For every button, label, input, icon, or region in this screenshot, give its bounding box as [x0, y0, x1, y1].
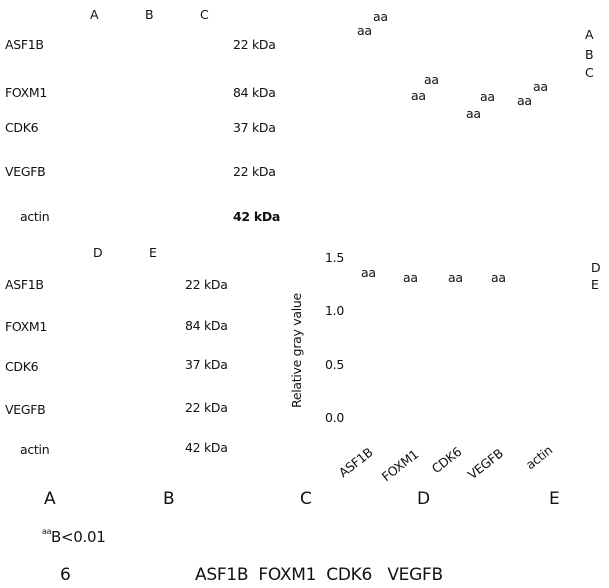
sig-mark: aa — [517, 95, 532, 108]
figure-number: 6 — [60, 567, 71, 584]
x-tick-label: FOXM1 — [380, 448, 421, 484]
sig-mark: aa — [42, 528, 51, 536]
row-label: CDK6 — [5, 361, 38, 374]
y-tick-label: 0.5 — [325, 359, 344, 372]
sig-mark: aa — [448, 272, 463, 285]
row-label: ASF1B — [5, 39, 44, 52]
sig-mark: aa — [411, 90, 426, 103]
legend-label: C — [585, 67, 593, 80]
sig-mark: aa — [491, 272, 506, 285]
size-label: 22 kDa — [233, 166, 276, 179]
caption-group: D — [417, 491, 430, 508]
row-label: VEGFB — [5, 166, 45, 179]
legend-label: A — [585, 29, 593, 42]
lane-label: C — [200, 9, 208, 22]
sig-mark: aa — [424, 74, 439, 87]
row-label: actin — [20, 444, 49, 457]
sig-text: B<0.01 — [51, 530, 105, 545]
sig-mark: aa — [533, 81, 548, 94]
y-axis-label: Relative gray value — [291, 293, 304, 408]
figure: A B C ASF1B 22 kDa FOXM1 84 kDa CDK6 37 … — [0, 0, 609, 588]
row-label: CDK6 — [5, 122, 38, 135]
gene-list: ASF1B FOXM1 CDK6 VEGFB — [195, 567, 443, 584]
y-tick-label: 0.0 — [325, 412, 344, 425]
x-tick-label: ASF1B — [337, 446, 375, 480]
row-label: VEGFB — [5, 404, 45, 417]
x-tick-label: actin — [524, 444, 555, 472]
row-label: ASF1B — [5, 279, 44, 292]
lane-label: E — [149, 247, 157, 260]
caption-group: A — [44, 491, 55, 508]
sig-mark: aa — [480, 91, 495, 104]
y-tick-label: 1.5 — [325, 252, 344, 265]
size-label: 37 kDa — [233, 122, 276, 135]
size-label: 37 kDa — [185, 359, 228, 372]
row-label: FOXM1 — [5, 87, 47, 100]
y-tick-label: 1.0 — [325, 305, 344, 318]
lane-label: D — [93, 247, 102, 260]
legend-label: D — [591, 262, 600, 275]
sig-mark: aa — [361, 267, 376, 280]
size-label: 84 kDa — [185, 320, 228, 333]
caption-group: C — [300, 491, 312, 508]
lane-label: A — [90, 9, 98, 22]
row-label: actin — [20, 211, 49, 224]
legend-label: B — [585, 49, 593, 62]
x-tick-label: CDK6 — [430, 445, 464, 475]
size-label: 22 kDa — [185, 279, 228, 292]
size-label: 22 kDa — [185, 402, 228, 415]
sig-mark: aa — [403, 272, 418, 285]
sig-mark: aa — [466, 108, 481, 121]
x-tick-label: VEGFB — [466, 447, 506, 482]
sig-mark: aa — [357, 25, 372, 38]
size-label: 42 kDa — [185, 442, 228, 455]
row-label: FOXM1 — [5, 321, 47, 334]
sig-mark: aa — [373, 11, 388, 24]
caption-group: E — [549, 491, 559, 508]
size-label: 42 kDa — [233, 211, 280, 224]
size-label: 22 kDa — [233, 39, 276, 52]
lane-label: B — [145, 9, 153, 22]
legend-label: E — [591, 279, 599, 292]
size-label: 84 kDa — [233, 87, 276, 100]
caption-group: B — [163, 491, 174, 508]
